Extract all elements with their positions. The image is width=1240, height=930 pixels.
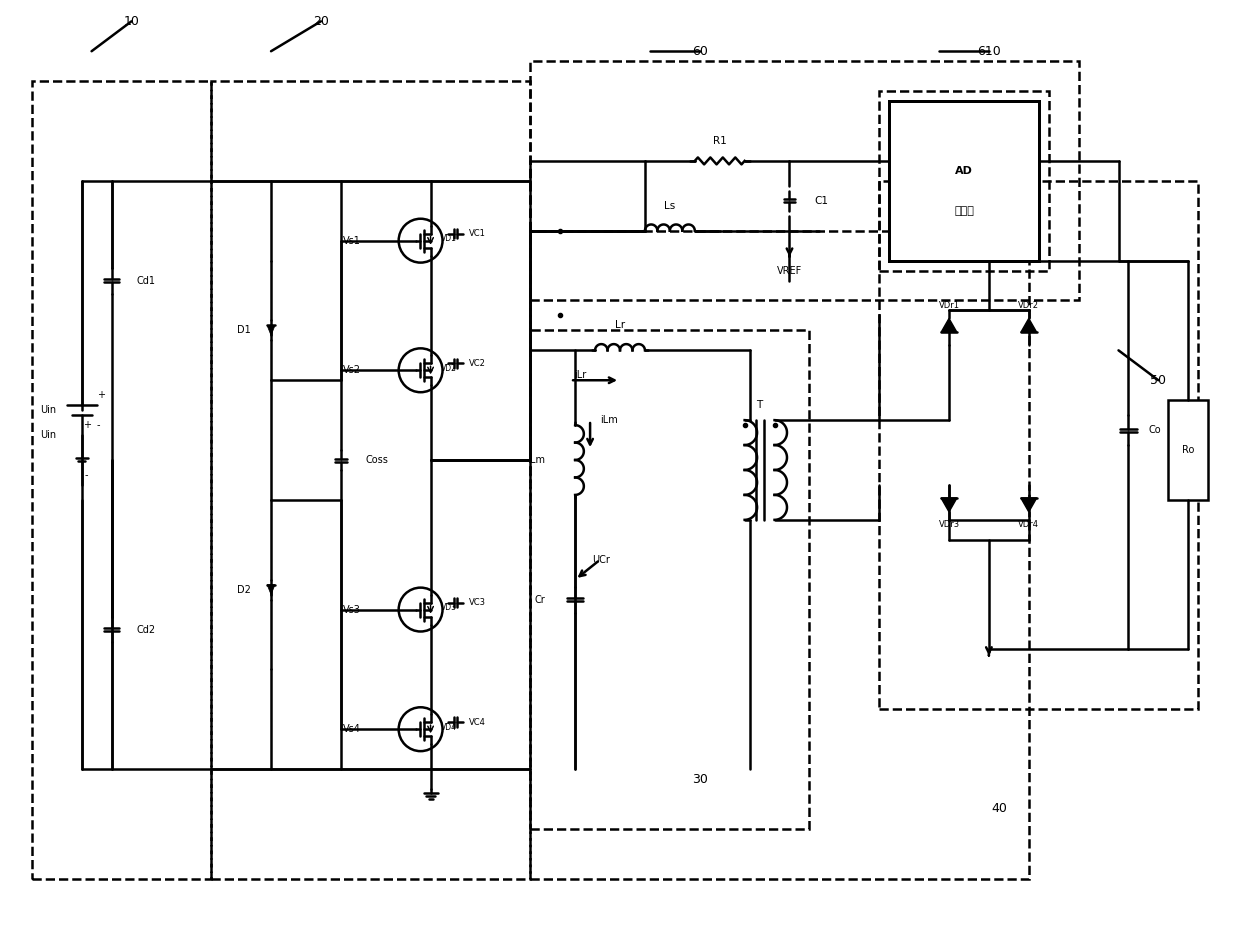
Text: -: - — [84, 470, 88, 480]
Text: Ro: Ro — [1182, 445, 1194, 455]
Polygon shape — [1021, 498, 1037, 512]
Text: D1: D1 — [237, 326, 252, 336]
Text: -: - — [97, 420, 100, 430]
Text: Vs3: Vs3 — [343, 604, 361, 615]
Text: VD1: VD1 — [440, 234, 456, 243]
Text: Cd2: Cd2 — [136, 625, 155, 634]
Text: 控制器: 控制器 — [954, 206, 973, 216]
Text: Vs4: Vs4 — [343, 724, 361, 734]
Text: iLm: iLm — [600, 415, 618, 425]
Text: 20: 20 — [312, 15, 329, 28]
Text: VC2: VC2 — [469, 359, 485, 367]
Polygon shape — [267, 585, 275, 594]
Text: VDr3: VDr3 — [939, 520, 960, 529]
Text: 30: 30 — [692, 773, 708, 786]
Text: R1: R1 — [713, 136, 727, 146]
Text: 10: 10 — [124, 15, 139, 28]
Text: VDr2: VDr2 — [1018, 301, 1039, 310]
Text: Lm: Lm — [531, 455, 546, 465]
Text: VD4: VD4 — [440, 723, 456, 732]
Text: VD3: VD3 — [440, 603, 456, 612]
Bar — [1168, 400, 1208, 500]
Text: C1: C1 — [815, 196, 828, 206]
Text: D2: D2 — [237, 585, 252, 594]
Text: Coss: Coss — [366, 455, 388, 465]
Text: +: + — [83, 420, 91, 430]
Text: VDr1: VDr1 — [939, 301, 960, 310]
Bar — [531, 231, 1029, 879]
Text: UCr: UCr — [593, 554, 610, 565]
Text: T: T — [756, 400, 763, 410]
Text: 610: 610 — [977, 45, 1001, 58]
Bar — [879, 91, 1049, 271]
Bar — [531, 330, 810, 829]
Polygon shape — [941, 498, 957, 512]
Text: Cd1: Cd1 — [136, 275, 155, 286]
Text: Uin: Uin — [41, 430, 57, 440]
Bar — [211, 81, 531, 879]
Bar — [889, 101, 1039, 260]
Text: VC1: VC1 — [469, 229, 485, 238]
Polygon shape — [1021, 318, 1037, 332]
Text: AD: AD — [955, 166, 973, 176]
Polygon shape — [267, 326, 275, 336]
Text: Vs2: Vs2 — [342, 365, 361, 376]
Text: 40: 40 — [991, 803, 1007, 816]
Text: +: + — [97, 391, 104, 400]
Text: Co: Co — [1148, 425, 1161, 435]
Text: Cr: Cr — [534, 594, 546, 604]
Bar — [32, 81, 211, 879]
Text: VDr4: VDr4 — [1018, 520, 1039, 529]
Text: VREF: VREF — [777, 266, 802, 275]
Text: iLr: iLr — [574, 370, 587, 380]
Text: Vs1: Vs1 — [343, 235, 361, 246]
Text: 50: 50 — [1151, 374, 1167, 387]
Polygon shape — [941, 318, 957, 332]
Text: 60: 60 — [692, 45, 708, 58]
Text: Ls: Ls — [665, 201, 676, 211]
Text: Lr: Lr — [615, 321, 625, 330]
Text: VC3: VC3 — [469, 598, 485, 607]
Text: VC4: VC4 — [469, 718, 485, 726]
Bar — [531, 61, 1079, 300]
Text: VD2: VD2 — [440, 364, 456, 373]
Text: Uin: Uin — [41, 405, 57, 415]
Bar — [879, 180, 1198, 710]
